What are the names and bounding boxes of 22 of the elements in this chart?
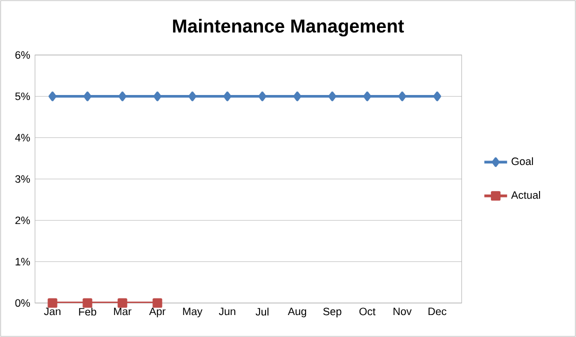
x-tick-label: Jul (256, 308, 268, 316)
y-tick-label: 5% (15, 92, 30, 100)
y-tick-label: 6% (15, 51, 30, 59)
x-tick-label: Feb (79, 308, 96, 316)
legend-label: Goal (512, 157, 533, 166)
legend-label: Actual (511, 190, 540, 199)
x-tick-label: Aug (288, 308, 306, 318)
x-tick-label: Sep (323, 308, 342, 318)
x-tick-label: Jan (44, 308, 60, 316)
x-tick-label: Nov (394, 308, 412, 316)
x-tick-label: Mar (114, 308, 132, 316)
x-tick-label: Oct (359, 308, 376, 316)
x-tick-label: Dec (428, 308, 446, 316)
y-tick-label: 4% (15, 134, 30, 142)
chart-title: Maintenance Management (173, 18, 404, 36)
y-tick-label: 2% (15, 216, 30, 224)
x-tick-label: Jun (218, 308, 236, 316)
x-tick-label: Apr (149, 308, 166, 318)
y-tick-label: 3% (15, 175, 30, 183)
y-tick-label: 0% (15, 299, 30, 307)
x-tick-label: May (183, 308, 202, 318)
y-tick-label: 1% (16, 258, 30, 266)
